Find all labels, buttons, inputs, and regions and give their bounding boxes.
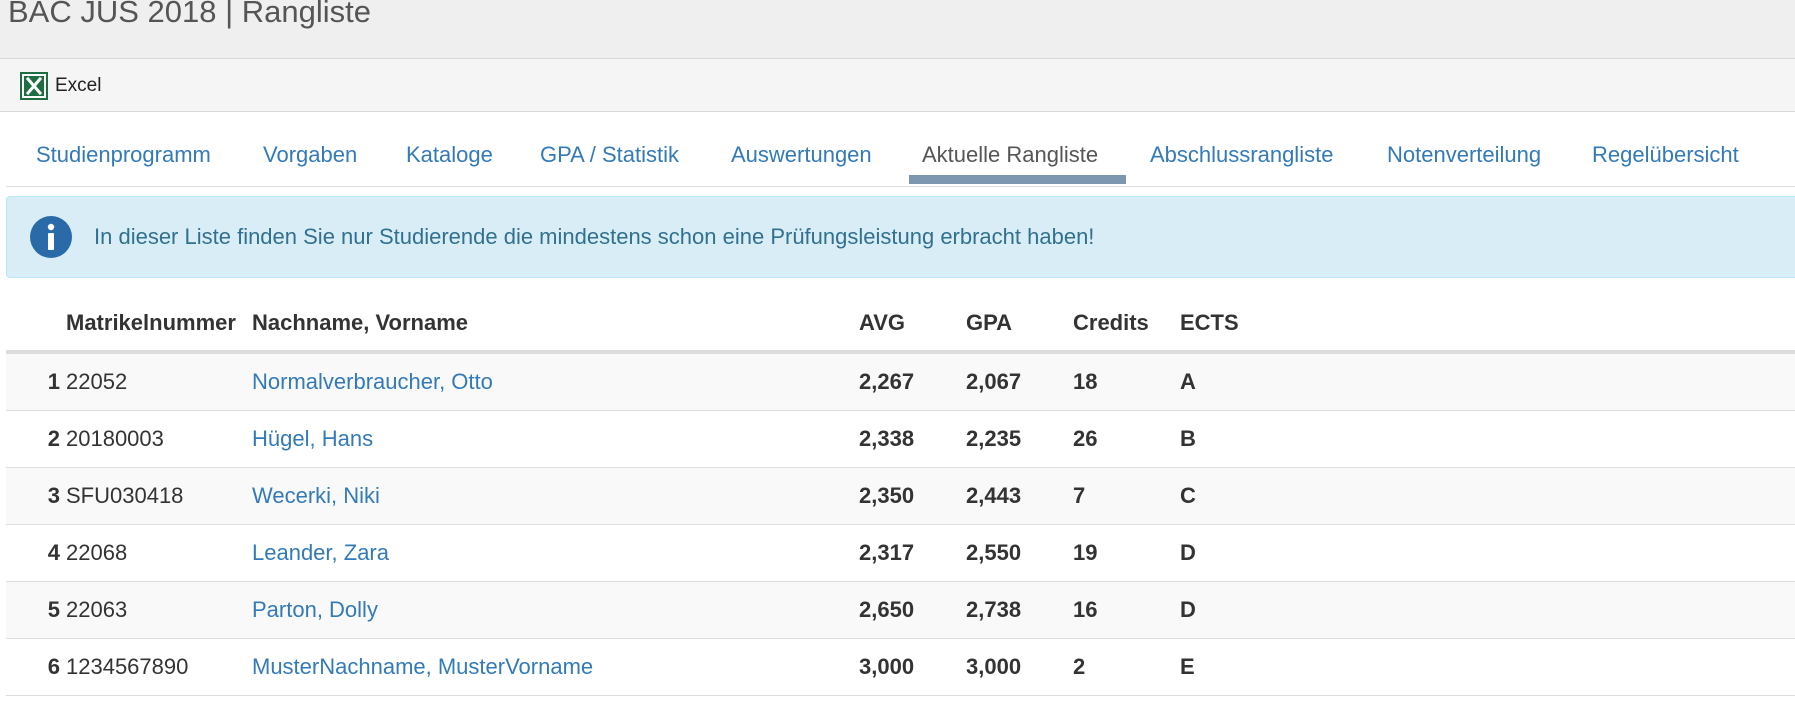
cell-credits: 16 <box>1073 581 1180 639</box>
tab-regeluebersicht[interactable]: Regelübersicht <box>1592 142 1739 167</box>
table-row: 3 SFU030418 Wecerki, Niki 2,350 2,443 7 … <box>6 467 1795 525</box>
tab-kataloge[interactable]: Kataloge <box>406 142 493 167</box>
excel-export-button[interactable]: Excel <box>20 71 101 101</box>
header-avg[interactable]: AVG <box>859 296 966 354</box>
cell-gpa: 3,000 <box>966 638 1073 696</box>
cell-avg: 2,338 <box>859 410 966 468</box>
student-name-link[interactable]: Parton, Dolly <box>252 597 378 622</box>
cell-gpa: 2,443 <box>966 467 1073 525</box>
table-header-row: Matrikelnummer Nachname, Vorname AVG GPA… <box>6 296 1795 354</box>
info-alert: In dieser Liste finden Sie nur Studieren… <box>6 196 1795 278</box>
student-name-link[interactable]: Leander, Zara <box>252 540 389 565</box>
cell-ects: C <box>1180 467 1795 525</box>
cell-gpa: 2,738 <box>966 581 1073 639</box>
cell-rank: 6 <box>6 638 66 696</box>
table-row: 5 22063 Parton, Dolly 2,650 2,738 16 D <box>6 581 1795 639</box>
cell-rank: 4 <box>6 524 66 582</box>
cell-avg: 2,267 <box>859 352 966 411</box>
tab-studienprogramm[interactable]: Studienprogramm <box>36 142 211 167</box>
cell-credits: 19 <box>1073 524 1180 582</box>
cell-credits: 18 <box>1073 352 1180 411</box>
cell-matrikelnummer: SFU030418 <box>66 467 252 525</box>
cell-rank: 3 <box>6 467 66 525</box>
cell-ects: E <box>1180 638 1795 696</box>
tab-auswertungen[interactable]: Auswertungen <box>731 142 872 167</box>
student-name-link[interactable]: MusterNachname, MusterVorname <box>252 654 594 679</box>
info-message: In dieser Liste finden Sie nur Studieren… <box>94 224 1095 249</box>
student-name-link[interactable]: Normalverbraucher, Otto <box>252 369 493 394</box>
page-title: BAC JUS 2018 | Rangliste <box>8 0 372 29</box>
cell-gpa: 2,067 <box>966 352 1073 411</box>
cell-avg: 3,000 <box>859 638 966 696</box>
cell-ects: D <box>1180 524 1795 582</box>
header-credits[interactable]: Credits <box>1073 296 1180 354</box>
cell-matrikelnummer: 22052 <box>66 352 252 411</box>
student-name-link[interactable]: Wecerki, Niki <box>252 483 380 508</box>
student-name-link[interactable]: Hügel, Hans <box>252 426 374 451</box>
header-ects[interactable]: ECTS <box>1180 296 1795 354</box>
cell-ects: B <box>1180 410 1795 468</box>
ranking-table: Matrikelnummer Nachname, Vorname AVG GPA… <box>6 296 1795 696</box>
cell-rank: 1 <box>6 352 66 411</box>
cell-matrikelnummer: 22063 <box>66 581 252 639</box>
cell-ects: A <box>1180 352 1795 411</box>
table-row: 2 20180003 Hügel, Hans 2,338 2,235 26 B <box>6 410 1795 468</box>
cell-credits: 7 <box>1073 467 1180 525</box>
excel-label: Excel <box>55 75 102 96</box>
cell-avg: 2,650 <box>859 581 966 639</box>
cell-avg: 2,317 <box>859 524 966 582</box>
tab-gpa-statistik[interactable]: GPA / Statistik <box>540 142 679 167</box>
cell-matrikelnummer: 22068 <box>66 524 252 582</box>
table-row: 6 1234567890 MusterNachname, MusterVorna… <box>6 638 1795 696</box>
cell-rank: 2 <box>6 410 66 468</box>
cell-credits: 2 <box>1073 638 1180 696</box>
header-rank <box>6 296 66 354</box>
tab-notenverteilung[interactable]: Notenverteilung <box>1387 142 1542 167</box>
tab-vorgaben[interactable]: Vorgaben <box>263 142 358 167</box>
info-icon <box>29 215 73 259</box>
toolbar: Excel <box>0 59 1795 112</box>
cell-gpa: 2,550 <box>966 524 1073 582</box>
tab-aktuelle-rangliste[interactable]: Aktuelle Rangliste <box>922 142 1099 167</box>
cell-credits: 26 <box>1073 410 1180 468</box>
active-tab-indicator <box>909 175 1126 184</box>
cell-gpa: 2,235 <box>966 410 1073 468</box>
cell-ects: D <box>1180 581 1795 639</box>
page-header: BAC JUS 2018 | Rangliste <box>0 0 1795 59</box>
cell-matrikelnummer: 20180003 <box>66 410 252 468</box>
cell-avg: 2,350 <box>859 467 966 525</box>
excel-icon <box>20 72 48 100</box>
header-gpa[interactable]: GPA <box>966 296 1073 354</box>
table-row: 1 22052 Normalverbraucher, Otto 2,267 2,… <box>6 352 1795 411</box>
cell-matrikelnummer: 1234567890 <box>66 638 252 696</box>
tab-bar: Studienprogramm Vorgaben Kataloge GPA / … <box>6 134 1795 187</box>
header-name[interactable]: Nachname, Vorname <box>252 296 859 354</box>
cell-rank: 5 <box>6 581 66 639</box>
header-matrikelnummer[interactable]: Matrikelnummer <box>66 296 252 354</box>
tab-abschlussrangliste[interactable]: Abschlussrangliste <box>1150 142 1334 167</box>
table-row: 4 22068 Leander, Zara 2,317 2,550 19 D <box>6 524 1795 582</box>
